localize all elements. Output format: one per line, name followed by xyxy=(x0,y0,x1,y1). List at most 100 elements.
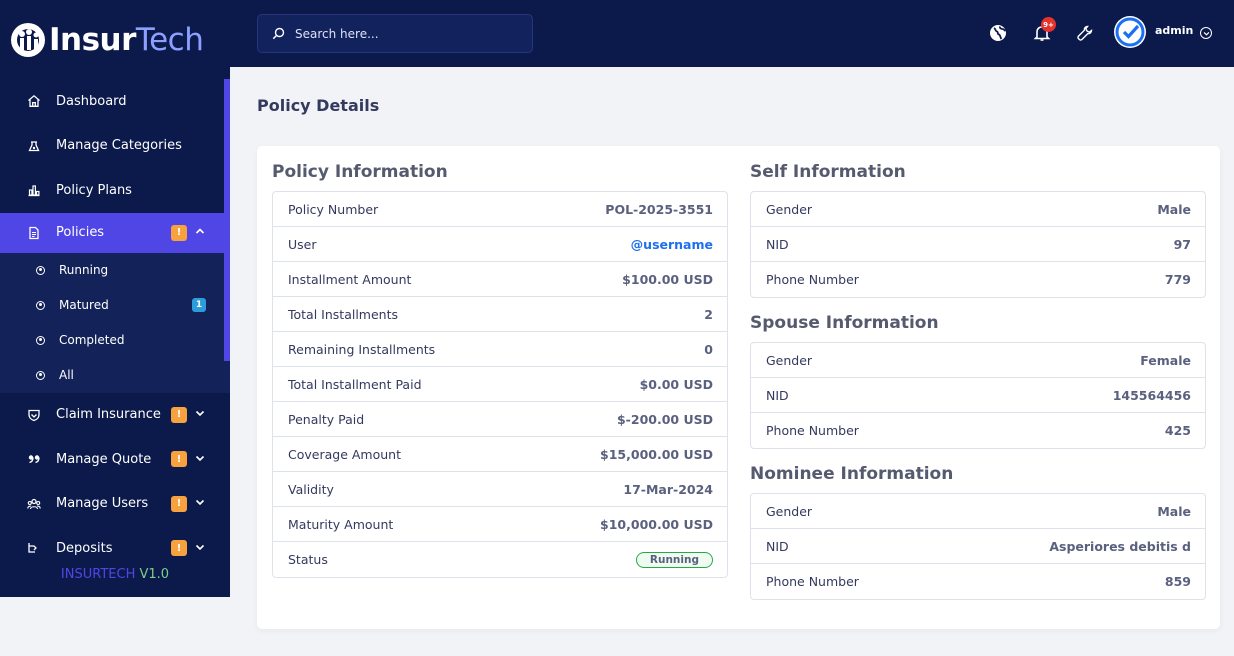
table-row: Installment Amount $100.00 USD xyxy=(273,262,727,297)
submenu-item-label: Matured xyxy=(59,298,109,312)
users-icon xyxy=(26,496,42,512)
row-value: 425 xyxy=(1164,423,1191,438)
sidebar-item-label: Manage Categories xyxy=(56,138,182,154)
sidebar-item-manage-categories[interactable]: Manage Categories xyxy=(0,124,230,169)
warning-badge: ! xyxy=(171,224,187,241)
table-row: Phone Number 779 xyxy=(751,262,1205,297)
sidebar-item-policies[interactable]: Policies ! xyxy=(0,212,230,253)
search-icon xyxy=(272,27,285,40)
self-info-title: Self Information xyxy=(750,162,906,182)
table-row: Penalty Paid $-200.00 USD xyxy=(273,402,727,437)
row-value: POL-2025-3551 xyxy=(605,201,713,217)
table-row: Policy Number POL-2025-3551 xyxy=(273,192,727,227)
sidebar-item-policy-plans[interactable]: Policy Plans xyxy=(0,168,230,213)
globe-icon[interactable] xyxy=(987,22,1009,44)
sidebar-item-dashboard[interactable]: Dashboard xyxy=(0,79,230,124)
table-row: Phone Number 425 xyxy=(751,413,1205,448)
chevron-down-icon[interactable] xyxy=(195,542,205,555)
bullet-icon xyxy=(36,370,45,380)
sidebar-item-deposits[interactable]: Deposits ! xyxy=(0,526,230,571)
row-label: Total Installment Paid xyxy=(288,376,422,392)
document-icon xyxy=(26,225,42,241)
chevron-down-icon[interactable] xyxy=(195,453,205,466)
row-value: 859 xyxy=(1164,574,1191,589)
submenu-item-all[interactable]: All xyxy=(0,358,230,393)
chevron-down-icon[interactable] xyxy=(195,408,205,421)
info-badge: 1 xyxy=(192,298,206,312)
version-prefix: INSURTECH xyxy=(60,567,136,582)
brand-name: InsurTech xyxy=(49,21,204,58)
policies-submenu: Running Matured 1 Completed All xyxy=(0,252,230,393)
spouse-info-table: Gender Female NID 145564456 Phone Number 42… xyxy=(750,342,1206,449)
submenu-item-label: All xyxy=(59,368,74,382)
row-value: $100.00 USD xyxy=(622,271,713,287)
categories-icon xyxy=(26,138,42,154)
submenu-item-matured[interactable]: Matured 1 xyxy=(0,288,230,323)
table-row: Gender Male xyxy=(751,494,1205,529)
shield-icon xyxy=(26,407,42,423)
bullet-icon xyxy=(36,300,45,310)
warning-badge: ! xyxy=(171,495,187,512)
check-circle-icon xyxy=(1115,17,1145,47)
brand-logo[interactable]: InsurTech xyxy=(10,21,204,58)
submenu-item-completed[interactable]: Completed xyxy=(0,323,230,358)
chevron-up-icon[interactable] xyxy=(195,226,205,239)
sidebar-item-manage-users[interactable]: Manage Users ! xyxy=(0,482,230,527)
page-title: Policy Details xyxy=(257,96,380,115)
row-value: Female xyxy=(1140,352,1191,368)
sidebar-item-label: Policy Plans xyxy=(56,182,132,198)
nominee-info-title: Nominee Information xyxy=(750,464,954,484)
avatar[interactable] xyxy=(1114,16,1146,48)
sidebar-menu-lower: Claim Insurance ! Manage Quote ! Manage … xyxy=(0,393,230,571)
row-label: Phone Number xyxy=(766,423,859,438)
submenu-item-label: Completed xyxy=(59,333,125,347)
policy-info-title: Policy Information xyxy=(272,162,448,182)
table-row: Total Installments 2 xyxy=(273,297,727,332)
brand[interactable]: InsurTech xyxy=(0,0,230,79)
admin-name[interactable]: admin xyxy=(1155,24,1194,37)
app-version: INSURTECH V1.0 xyxy=(0,567,230,582)
table-row: Gender Female xyxy=(751,343,1205,378)
table-row: Remaining Installments 0 xyxy=(273,332,727,367)
search-input[interactable] xyxy=(295,26,515,41)
bullet-icon xyxy=(36,335,45,345)
row-label: Total Installments xyxy=(288,306,398,322)
notification-badge: 9+ xyxy=(1041,17,1056,32)
nominee-info-table: Gender Male NID Asperiores debitis d Phone… xyxy=(750,493,1206,600)
user-link[interactable]: @username xyxy=(630,236,713,252)
submenu-item-running[interactable]: Running xyxy=(0,253,230,288)
table-row: NID 97 xyxy=(751,227,1205,262)
row-value: Male xyxy=(1157,503,1191,519)
search-box[interactable] xyxy=(257,14,533,53)
row-label: Phone Number xyxy=(766,574,859,589)
chevron-down-icon[interactable] xyxy=(195,497,205,510)
status-badge: Running xyxy=(635,551,713,568)
brand-name-part2: Tech xyxy=(135,21,204,58)
row-label: NID xyxy=(766,236,789,252)
chart-icon xyxy=(26,182,42,198)
logo-icon xyxy=(11,22,45,57)
table-row: NID Asperiores debitis d xyxy=(751,529,1205,564)
chevron-down-icon[interactable] xyxy=(1200,27,1212,39)
home-icon xyxy=(26,93,42,109)
sidebar-item-label: Dashboard xyxy=(56,93,127,109)
table-row: Maturity Amount $10,000.00 USD xyxy=(273,507,727,542)
wrench-icon[interactable] xyxy=(1074,22,1096,44)
spouse-info-title: Spouse Information xyxy=(750,313,939,333)
sidebar-item-claim-insurance[interactable]: Claim Insurance ! xyxy=(0,393,230,438)
row-label: NID xyxy=(766,538,789,554)
row-value: 0 xyxy=(704,341,713,357)
table-row: Phone Number 859 xyxy=(751,564,1205,599)
submenu-item-label: Running xyxy=(59,263,109,277)
sidebar-item-manage-quote[interactable]: Manage Quote ! xyxy=(0,437,230,482)
self-info-table: Gender Male NID 97 Phone Number 779 xyxy=(750,191,1206,298)
table-row: Coverage Amount $15,000.00 USD xyxy=(273,437,727,472)
bell-icon[interactable]: 9+ xyxy=(1031,17,1056,44)
sidebar-menu: Dashboard Manage Categories Policy Plans… xyxy=(0,79,230,253)
sidebar-item-label: Deposits xyxy=(56,540,113,556)
row-label: Gender xyxy=(766,201,813,217)
sidebar: InsurTech Dashboard Manage Categories Po… xyxy=(0,0,230,597)
row-label: Policy Number xyxy=(288,201,379,217)
row-label: Penalty Paid xyxy=(288,411,365,427)
row-value: $-200.00 USD xyxy=(616,411,713,427)
